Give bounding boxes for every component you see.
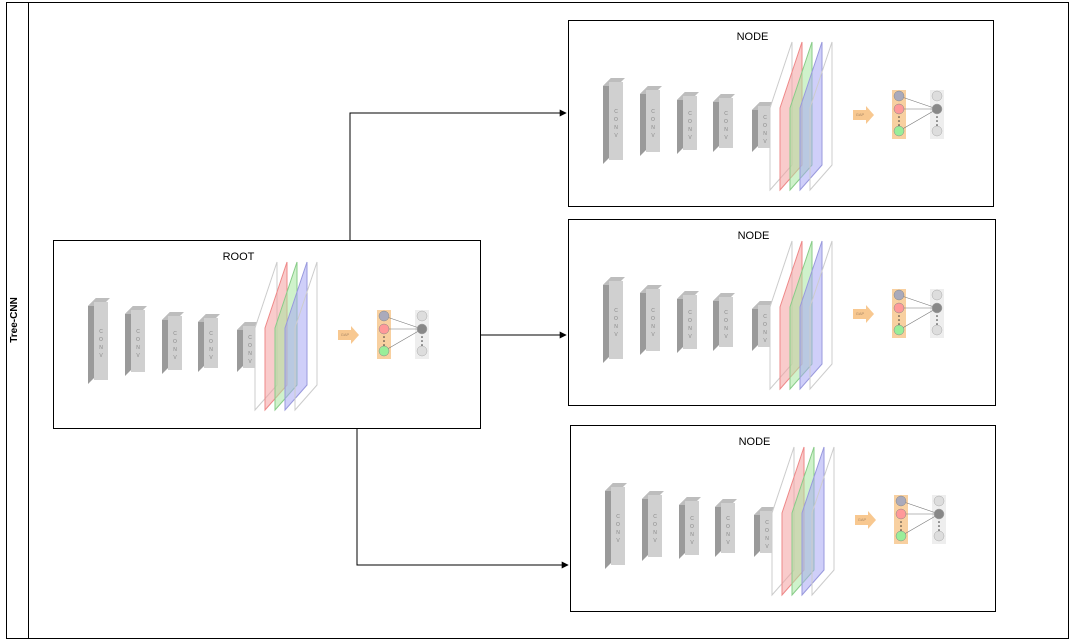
gap-label: GAP <box>341 332 350 337</box>
conv-label: CONV <box>652 514 658 546</box>
neuron <box>417 324 427 334</box>
conv-label: CONV <box>650 308 656 340</box>
conv-label: CONV <box>764 520 770 552</box>
ellipsis-dot <box>898 323 900 325</box>
ellipsis-dot <box>900 525 902 527</box>
block-label: NODE <box>737 31 769 43</box>
lane-title: Tree-CNN <box>9 297 20 343</box>
ellipsis-dot <box>938 521 940 523</box>
block-label: NODE <box>738 230 770 242</box>
gap-label: GAP <box>858 517 867 522</box>
ellipsis-dot <box>421 344 423 346</box>
gap-label: GAP <box>856 311 865 316</box>
neuron <box>894 126 904 136</box>
neuron <box>932 126 942 136</box>
conv-label: CONV <box>723 111 729 143</box>
conv-label: CONV <box>689 516 695 548</box>
ellipsis-dot <box>938 529 940 531</box>
neuron <box>934 509 944 519</box>
neuron <box>417 311 427 321</box>
neuron <box>894 290 904 300</box>
ellipsis-dot <box>938 525 940 527</box>
neuron <box>379 346 389 356</box>
block-label: ROOT <box>223 251 255 263</box>
neuron <box>934 531 944 541</box>
neuron <box>932 325 942 335</box>
block: NODE CONV CONV CONV CONV CONV GAP <box>569 220 996 406</box>
conv-label: CONV <box>762 314 768 346</box>
neuron <box>932 303 942 313</box>
ellipsis-dot <box>898 120 900 122</box>
conv-label: CONV <box>615 514 621 546</box>
ellipsis-dot <box>898 315 900 317</box>
conv-label: CONV <box>687 111 693 143</box>
conv-label: CONV <box>723 310 729 342</box>
block-label: NODE <box>739 436 771 448</box>
diagram: Tree-CNN ROOTCONVCONVCONVCONVCONVGAPNODE… <box>0 0 1071 643</box>
edge <box>350 113 566 240</box>
neuron <box>894 104 904 114</box>
ellipsis-dot <box>383 336 385 338</box>
conv-label: CONV <box>613 308 619 340</box>
block: NODE CONV CONV CONV CONV CONV GAP <box>569 21 994 207</box>
conv-label: CONV <box>725 516 731 548</box>
neuron <box>894 303 904 313</box>
ellipsis-dot <box>898 124 900 126</box>
ellipsis-dot <box>936 319 938 321</box>
ellipsis-dot <box>421 336 423 338</box>
neuron <box>932 290 942 300</box>
neuron <box>894 325 904 335</box>
neuron <box>379 324 389 334</box>
ellipsis-dot <box>383 340 385 342</box>
neuron <box>932 104 942 114</box>
ellipsis-dot <box>936 120 938 122</box>
ellipsis-dot <box>383 344 385 346</box>
conv-label: CONV <box>98 329 104 361</box>
ellipsis-dot <box>936 116 938 118</box>
gap-label: GAP <box>856 112 865 117</box>
ellipsis-dot <box>936 315 938 317</box>
neuron <box>896 531 906 541</box>
ellipsis-dot <box>936 124 938 126</box>
conv-label: CONV <box>650 109 656 141</box>
neuron <box>896 496 906 506</box>
neuron <box>934 496 944 506</box>
ellipsis-dot <box>900 521 902 523</box>
neuron <box>894 91 904 101</box>
conv-label: CONV <box>613 109 619 141</box>
ellipsis-dot <box>421 340 423 342</box>
ellipsis-dot <box>936 323 938 325</box>
ellipsis-dot <box>898 116 900 118</box>
ellipsis-dot <box>900 529 902 531</box>
edge <box>357 428 568 565</box>
neuron <box>379 311 389 321</box>
conv-label: CONV <box>762 115 768 147</box>
neuron <box>896 509 906 519</box>
conv-label: CONV <box>208 331 214 363</box>
conv-label: CONV <box>172 331 178 363</box>
neuron <box>932 91 942 101</box>
neuron <box>417 346 427 356</box>
conv-label: CONV <box>247 335 253 367</box>
block: ROOT CONV CONV CONV CONV CONV GAP <box>54 241 481 429</box>
ellipsis-dot <box>898 319 900 321</box>
block: NODE CONV CONV CONV CONV CONV GAP <box>571 426 996 612</box>
conv-label: CONV <box>135 329 141 361</box>
conv-label: CONV <box>687 310 693 342</box>
